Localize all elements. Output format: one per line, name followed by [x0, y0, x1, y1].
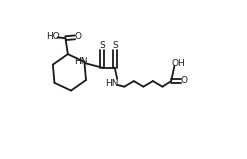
- Text: HN: HN: [105, 79, 119, 88]
- Text: O: O: [180, 76, 187, 85]
- Text: OH: OH: [171, 59, 185, 68]
- Text: HN: HN: [75, 57, 88, 66]
- Text: O: O: [74, 32, 81, 41]
- Text: HO: HO: [46, 32, 60, 41]
- Text: S: S: [112, 41, 118, 50]
- Text: S: S: [99, 41, 105, 50]
